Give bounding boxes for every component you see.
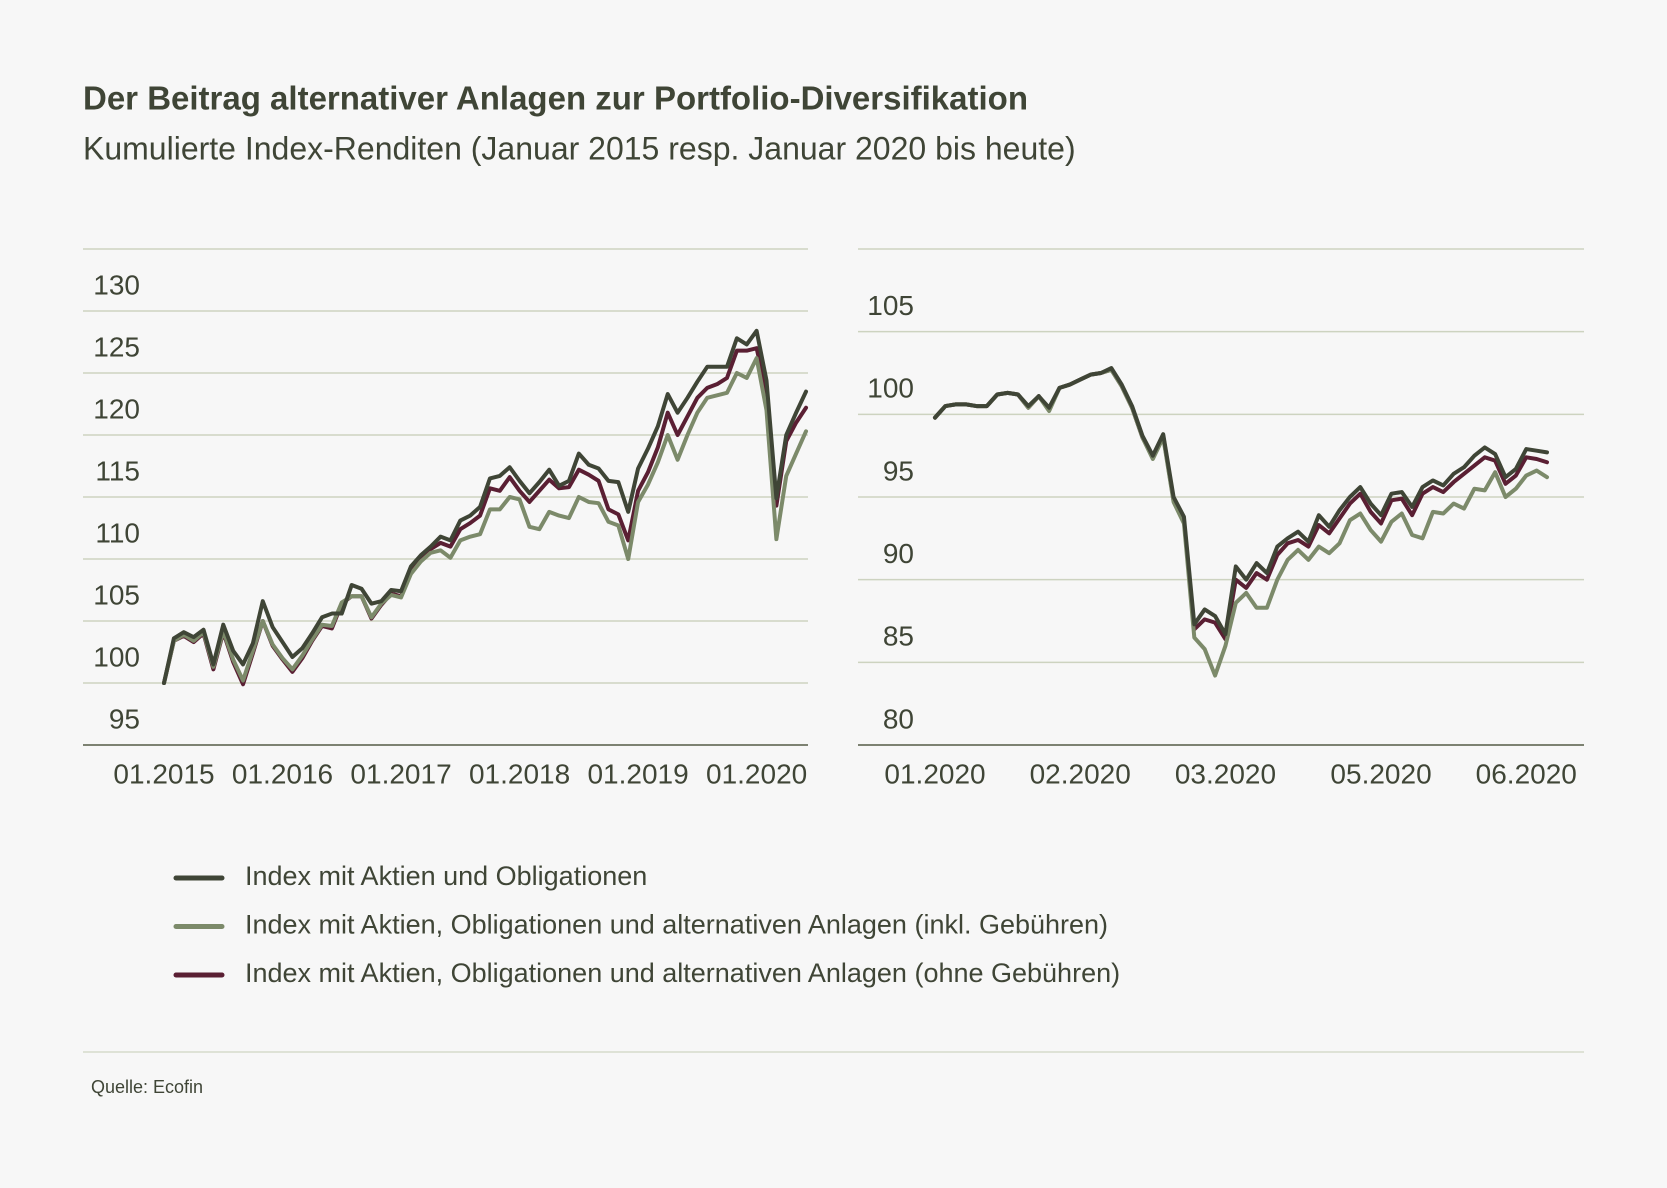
x-tick-label: 06.2020 <box>1476 758 1577 789</box>
y-tick-label: 90 <box>883 538 914 569</box>
y-tick-label: 100 <box>93 641 140 672</box>
y-tick-label: 85 <box>883 621 914 652</box>
x-tick-label: 01.2020 <box>706 758 807 789</box>
legend-label: Index mit Aktien und Obligationen <box>245 861 647 891</box>
y-tick-label: 110 <box>95 517 140 548</box>
legend-label: Index mit Aktien, Obligationen und alter… <box>245 958 1120 988</box>
y-tick-label: 120 <box>93 393 140 424</box>
y-tick-label: 105 <box>93 579 140 610</box>
data-line <box>162 356 808 685</box>
x-tick-label: 01.2017 <box>350 758 451 789</box>
x-tick-label: 01.2015 <box>113 758 214 789</box>
chart-title: Der Beitrag alternativer Anlagen zur Por… <box>83 80 1028 117</box>
y-tick-label: 125 <box>93 331 140 362</box>
y-tick-label: 80 <box>883 703 914 734</box>
data-line <box>162 328 808 685</box>
y-tick-label: 130 <box>93 269 140 300</box>
data-line <box>933 366 1549 637</box>
x-tick-label: 01.2019 <box>587 758 688 789</box>
y-tick-label: 115 <box>95 455 140 486</box>
x-tick-label: 01.2016 <box>232 758 333 789</box>
legend-label: Index mit Aktien, Obligationen und alter… <box>245 910 1108 940</box>
x-tick-label: 02.2020 <box>1030 758 1131 789</box>
y-tick-label: 95 <box>109 703 140 734</box>
source-note: Quelle: Ecofin <box>91 1077 203 1097</box>
x-tick-label: 01.2020 <box>884 758 985 789</box>
chart-subtitle: Kumulierte Index-Renditen (Januar 2015 r… <box>83 130 1076 166</box>
y-tick-label: 105 <box>867 290 914 321</box>
x-tick-label: 05.2020 <box>1330 758 1431 789</box>
x-tick-label: 03.2020 <box>1175 758 1276 789</box>
x-tick-label: 01.2018 <box>469 758 570 789</box>
y-tick-label: 100 <box>867 373 914 404</box>
y-tick-label: 95 <box>883 455 914 486</box>
